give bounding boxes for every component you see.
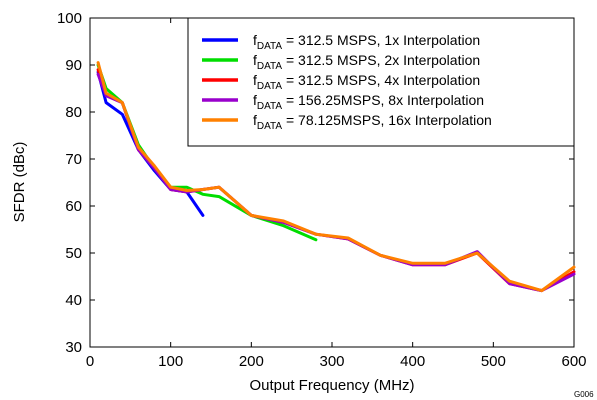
legend-label-4: fDATA = 156.25MSPS, 8x Interpolation xyxy=(253,92,484,112)
legend-box xyxy=(187,17,575,147)
legend-label-3: fDATA = 312.5 MSPS, 4x Interpolation xyxy=(253,72,480,92)
axis-ticks: 0 100 200 300 400 500 600 30 40 50 60 70 80 90 100 xyxy=(57,10,587,370)
x-tick-label: 300 xyxy=(319,353,344,370)
legend-label-5: fDATA = 78.125MSPS, 16x Interpolation xyxy=(253,112,492,132)
legend-label-subscript: DATA xyxy=(257,81,283,92)
x-tick-label: 200 xyxy=(239,353,264,370)
y-tick-label: 90 xyxy=(65,57,82,74)
legend-label-rest: = 312.5 MSPS, 2x Interpolation xyxy=(282,52,480,68)
corner-code: G006 xyxy=(574,390,594,399)
y-tick-label: 80 xyxy=(65,104,82,121)
legend-label-main: f xyxy=(253,52,257,68)
y-tick-label: 50 xyxy=(65,245,82,262)
y-tick-label: 30 xyxy=(65,339,82,356)
x-tick-label: 400 xyxy=(400,353,425,370)
legend-label-rest: = 312.5 MSPS, 1x Interpolation xyxy=(282,32,480,48)
series-line-5 xyxy=(96,61,576,293)
x-tick-label: 100 xyxy=(158,353,183,370)
legend-label-subscript: DATA xyxy=(257,121,283,132)
legend-label-2: fDATA = 312.5 MSPS, 2x Interpolation xyxy=(253,52,480,72)
legend-label-subscript: DATA xyxy=(257,61,283,72)
y-axis-label: SFDR (dBc) xyxy=(11,142,28,223)
x-tick-label: 0 xyxy=(86,353,94,370)
y-tick-label: 60 xyxy=(65,198,82,215)
legend-label-main: f xyxy=(253,32,257,48)
legend-label-main: f xyxy=(253,112,257,128)
series-layer xyxy=(96,61,576,293)
x-axis-label: Output Frequency (MHz) xyxy=(249,377,414,394)
legend-label-main: f xyxy=(253,92,257,108)
y-tick-label: 70 xyxy=(65,151,82,168)
y-tick-label: 40 xyxy=(65,292,82,309)
legend-label-subscript: DATA xyxy=(257,41,283,52)
x-tick-label: 600 xyxy=(561,353,586,370)
legend: fDATA = 312.5 MSPS, 1x InterpolationfDAT… xyxy=(187,17,575,147)
y-tick-label: 100 xyxy=(57,10,82,27)
legend-label-subscript: DATA xyxy=(257,101,283,112)
legend-label-rest: = 78.125MSPS, 16x Interpolation xyxy=(282,112,492,128)
legend-label-main: f xyxy=(253,72,257,88)
x-tick-label: 500 xyxy=(481,353,506,370)
legend-label-rest: = 156.25MSPS, 8x Interpolation xyxy=(282,92,484,108)
legend-label-rest: = 312.5 MSPS, 4x Interpolation xyxy=(282,72,480,88)
legend-label-1: fDATA = 312.5 MSPS, 1x Interpolation xyxy=(253,32,480,52)
